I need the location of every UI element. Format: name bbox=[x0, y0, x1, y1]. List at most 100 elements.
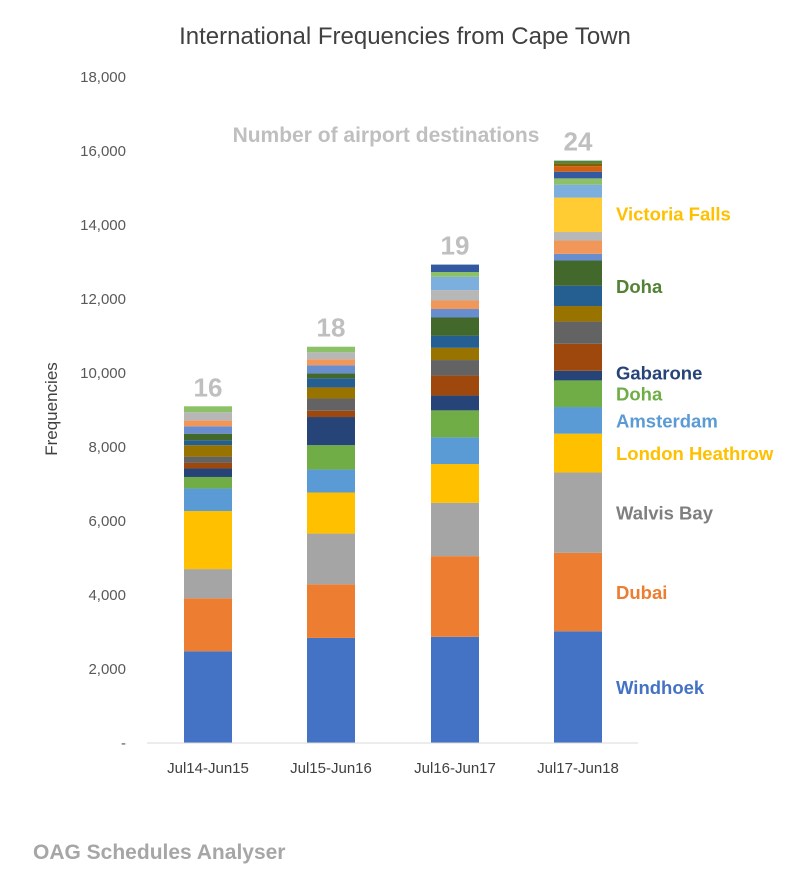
bar-segment bbox=[554, 343, 602, 371]
bar-segment bbox=[184, 569, 232, 599]
bar-segment bbox=[307, 637, 355, 743]
chart-title: International Frequencies from Cape Town bbox=[179, 23, 631, 50]
y-tick-label: - bbox=[121, 735, 126, 752]
x-tick-label: Jul17-Jun18 bbox=[537, 760, 619, 777]
destination-count-label: 18 bbox=[317, 313, 346, 343]
y-tick-label: 12,000 bbox=[80, 291, 126, 308]
y-axis-label: Frequencies bbox=[42, 362, 61, 456]
destination-count-label: 24 bbox=[564, 127, 593, 157]
bar-segment bbox=[431, 271, 479, 277]
y-tick-label: 6,000 bbox=[88, 513, 126, 530]
y-tick-label: 4,000 bbox=[88, 587, 126, 604]
source-label: OAG Schedules Analyser bbox=[33, 841, 285, 864]
bar-segment bbox=[431, 360, 479, 376]
bar-segment bbox=[554, 380, 602, 408]
x-tick-label: Jul15-Jun16 bbox=[290, 760, 372, 777]
bar-segment bbox=[307, 584, 355, 638]
segment-annotation: Dubai bbox=[616, 582, 667, 603]
segment-annotation: Windhoek bbox=[616, 677, 705, 698]
segment-annotation: Doha bbox=[616, 384, 663, 405]
y-tick-label: 2,000 bbox=[88, 661, 126, 678]
segment-annotation: London Heathrow bbox=[616, 443, 774, 464]
x-tick-label: Jul16-Jun17 bbox=[414, 760, 496, 777]
bar-segment bbox=[184, 406, 232, 413]
bar-segment bbox=[554, 407, 602, 434]
bar-stack bbox=[184, 406, 232, 743]
bar-segment bbox=[307, 492, 355, 534]
bar-segment bbox=[554, 631, 602, 743]
bar-segment bbox=[307, 533, 355, 585]
bar-segment bbox=[431, 502, 479, 557]
bar-segment bbox=[554, 178, 602, 185]
bar-segment bbox=[554, 285, 602, 307]
destination-count-label: 16 bbox=[194, 372, 223, 402]
bar-segment bbox=[184, 488, 232, 512]
bar-segment bbox=[431, 276, 479, 291]
destination-counts: 16 18 19 24 bbox=[194, 127, 593, 403]
bar-segment bbox=[554, 260, 602, 286]
y-tick-label: 18,000 bbox=[80, 69, 126, 86]
bar-stack bbox=[554, 160, 602, 743]
bar-segment bbox=[184, 412, 232, 421]
bar-segment bbox=[431, 395, 479, 411]
segment-annotation: Victoria Falls bbox=[616, 204, 731, 225]
bar-segment bbox=[554, 160, 602, 164]
bar-segment bbox=[431, 410, 479, 438]
bar-segment bbox=[307, 346, 355, 353]
bar-segment bbox=[554, 552, 602, 632]
bar-segment bbox=[554, 184, 602, 198]
bar-stacks bbox=[184, 160, 602, 743]
bar-segment bbox=[184, 462, 232, 469]
bar-segment bbox=[184, 476, 232, 489]
y-tick-label: 14,000 bbox=[80, 217, 126, 234]
x-axis-ticks: Jul14-Jun15 Jul15-Jun16 Jul16-Jun17 Jul17-J… bbox=[167, 760, 619, 777]
bar-segment bbox=[554, 171, 602, 179]
bar-segment bbox=[184, 468, 232, 477]
bar-segment bbox=[431, 300, 479, 309]
bar-stack bbox=[431, 264, 479, 743]
segment-annotation: Walvis Bay bbox=[616, 503, 714, 524]
bar-segment bbox=[554, 306, 602, 322]
bar-segment bbox=[554, 253, 602, 261]
bar-segment bbox=[184, 440, 232, 446]
bar-segment bbox=[307, 398, 355, 411]
bar-segment bbox=[184, 433, 232, 441]
bar-segment bbox=[184, 511, 232, 570]
segment-annotations: Windhoek Dubai Walvis Bay London Heathrow Am… bbox=[616, 204, 774, 699]
y-tick-label: 8,000 bbox=[88, 439, 126, 456]
bar-segment bbox=[307, 417, 355, 446]
bar-segment bbox=[554, 163, 602, 167]
bar-segment bbox=[184, 420, 232, 427]
bar-segment bbox=[554, 232, 602, 241]
destination-count-label: 19 bbox=[441, 231, 470, 261]
bar-segment bbox=[307, 365, 355, 374]
bar-segment bbox=[431, 556, 479, 637]
bar-segment bbox=[184, 456, 232, 463]
bar-segment bbox=[554, 370, 602, 381]
segment-annotation: Amsterdam bbox=[616, 410, 718, 431]
y-tick-label: 10,000 bbox=[80, 365, 126, 382]
bar-segment bbox=[431, 317, 479, 336]
bar-segment bbox=[307, 445, 355, 470]
bar-segment bbox=[184, 598, 232, 652]
bar-segment bbox=[307, 359, 355, 366]
bar-segment bbox=[554, 433, 602, 473]
bar-segment bbox=[431, 335, 479, 348]
bar-segment bbox=[184, 651, 232, 743]
segment-annotation: Doha bbox=[616, 276, 663, 297]
bar-segment bbox=[307, 373, 355, 379]
bar-segment bbox=[431, 464, 479, 503]
bar-segment bbox=[307, 469, 355, 493]
bar-stack bbox=[307, 346, 355, 743]
bar-segment bbox=[554, 166, 602, 172]
chart-subtitle: Number of airport destinations bbox=[233, 124, 540, 147]
bar-segment bbox=[431, 264, 479, 272]
bar-segment bbox=[184, 445, 232, 457]
bar-segment bbox=[431, 347, 479, 361]
bar-segment bbox=[307, 387, 355, 399]
bar-segment bbox=[184, 426, 232, 434]
segment-annotation: Gabarone bbox=[616, 363, 702, 384]
bar-segment bbox=[554, 321, 602, 344]
bar-segment bbox=[554, 472, 602, 553]
